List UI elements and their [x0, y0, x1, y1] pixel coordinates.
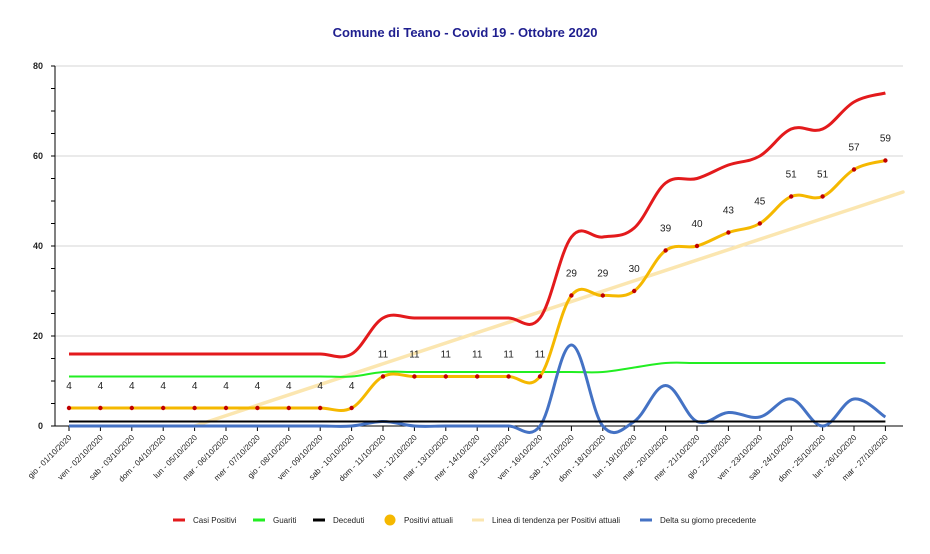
gridlines [55, 65, 903, 337]
y-tick-label: 40 [33, 241, 43, 251]
data-label: 40 [691, 219, 703, 230]
legend-label: Casi Positivi [193, 516, 237, 525]
data-label: 11 [503, 350, 514, 361]
data-point [757, 221, 762, 226]
data-point [318, 405, 323, 411]
series-line-delta-su-giorno-precedente [69, 343, 887, 435]
data-point [255, 405, 260, 411]
trendline-positivi-attuali [192, 190, 905, 428]
data-point [66, 405, 72, 411]
data-point [129, 405, 134, 411]
chart-title: Comune di Teano - Covid 19 - Ottobre 202… [332, 25, 598, 40]
data-label: 4 [98, 381, 104, 392]
data-label: 4 [223, 381, 229, 392]
data-point [192, 405, 197, 411]
data-label: 4 [286, 381, 292, 392]
data-point [161, 405, 166, 411]
data-point [632, 288, 637, 294]
series-line-guariti [69, 361, 886, 378]
y-tick-label: 80 [33, 61, 43, 71]
data-point [286, 405, 291, 411]
series [66, 91, 905, 435]
data-label: 29 [566, 269, 578, 280]
data-point [98, 405, 103, 411]
data-label: 29 [597, 269, 609, 280]
y-tick-label: 0 [38, 421, 43, 431]
data-point [820, 194, 825, 199]
data-label: 51 [786, 170, 798, 181]
data-label: 4 [317, 381, 323, 392]
data-point [475, 374, 480, 379]
data-point [851, 167, 857, 172]
data-point [883, 158, 888, 163]
y-tick-label: 60 [33, 151, 43, 161]
data-point [600, 293, 605, 298]
data-label: 57 [848, 143, 860, 154]
data-label: 4 [349, 381, 355, 392]
series-line-casi-positivi [68, 91, 886, 359]
data-label: 30 [629, 264, 641, 275]
legend-label: Delta su giorno precedente [660, 516, 757, 525]
data-point [663, 248, 668, 253]
data-label: 4 [66, 381, 72, 392]
data-label: 43 [723, 206, 735, 217]
data-label: 4 [129, 381, 135, 392]
data-label: 11 [535, 350, 546, 361]
data-label: 11 [441, 350, 452, 361]
data-point [380, 374, 386, 379]
data-labels: 4 4 4 4 4 4 4 4 4 4 11 11 11 11 11 11 29 29 30 39 40 43 45 51 51… [66, 134, 891, 393]
y-tick-label: 20 [33, 331, 43, 341]
data-point [506, 374, 511, 379]
legend-label: Positivi attuali [404, 516, 453, 525]
data-label: 45 [754, 197, 766, 208]
data-label: 11 [472, 350, 483, 361]
legend-label: Guariti [273, 516, 297, 525]
data-label: 4 [160, 381, 166, 392]
data-label: 4 [192, 381, 198, 392]
data-label: 59 [880, 134, 892, 145]
data-point [569, 293, 574, 298]
data-point [789, 194, 794, 199]
data-point [726, 230, 731, 235]
legend-label: Deceduti [333, 516, 365, 525]
data-label: 11 [378, 350, 389, 361]
data-label: 11 [409, 350, 420, 361]
legend-swatch [384, 514, 396, 526]
data-label: 51 [817, 170, 829, 181]
data-point [412, 374, 417, 379]
data-label: 39 [660, 224, 672, 235]
data-point [223, 405, 229, 411]
legend-label: Linea di tendenza per Positivi attuali [492, 516, 620, 525]
data-point [443, 374, 448, 379]
legend: Casi Positivi Guariti Deceduti Positivi att… [173, 514, 757, 526]
data-point [537, 374, 543, 379]
data-label: 4 [255, 381, 261, 392]
data-point [694, 243, 700, 249]
data-point [349, 405, 354, 411]
